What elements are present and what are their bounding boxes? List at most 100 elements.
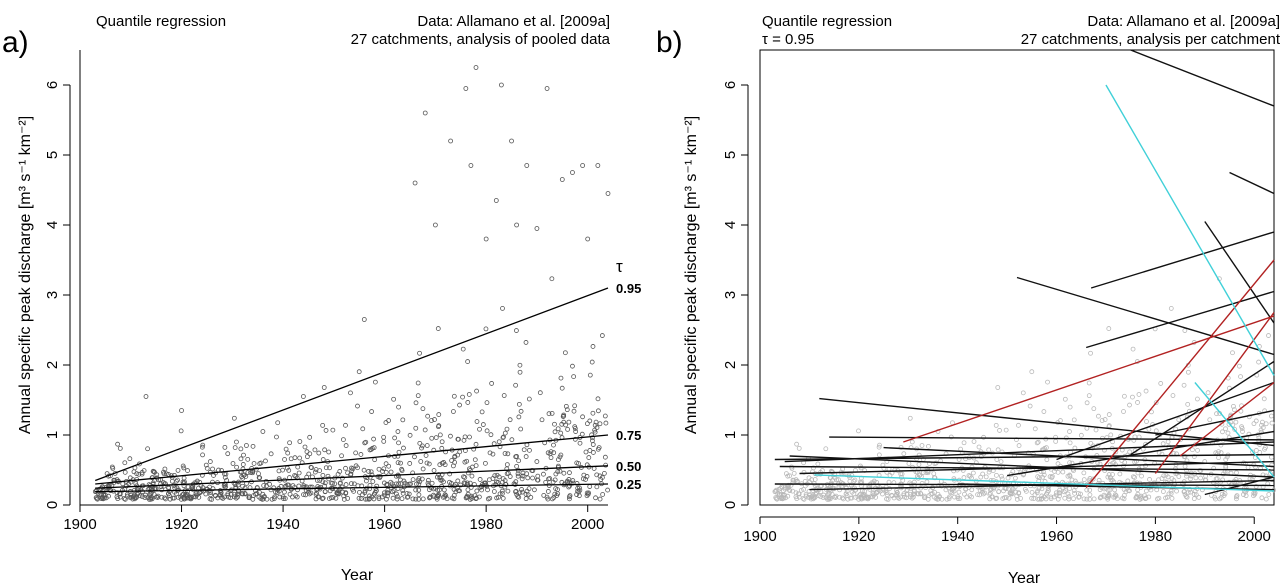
observation-point (204, 465, 210, 471)
observation-point (1196, 494, 1202, 500)
observation-point (535, 473, 541, 479)
observation-point (396, 404, 401, 410)
observation-point (550, 479, 556, 485)
observation-point (906, 461, 912, 466)
observation-point (1207, 417, 1213, 423)
observation-point (559, 177, 565, 182)
observation-point (801, 496, 807, 502)
observation-point (363, 478, 369, 484)
observation-point (567, 493, 573, 499)
observation-point (801, 487, 806, 492)
observation-point (1165, 474, 1171, 480)
observation-point (1147, 477, 1152, 482)
observation-point (396, 473, 401, 479)
observation-point (1252, 491, 1258, 497)
observation-point (515, 473, 521, 479)
observation-point (169, 478, 175, 484)
observation-point (366, 496, 372, 502)
observation-point (520, 473, 526, 479)
observation-point (1253, 448, 1259, 453)
observation-point (1268, 413, 1274, 419)
observation-point (1216, 449, 1221, 455)
observation-point (1043, 496, 1049, 502)
observation-point (416, 487, 422, 493)
observation-point (513, 489, 518, 495)
observation-point (466, 392, 472, 397)
observation-point (551, 495, 557, 500)
chart-source-b-line2: 27 catchments, analysis per catchment (1021, 31, 1281, 48)
catchment-line-black (1056, 381, 1275, 461)
observation-point (1222, 491, 1228, 497)
observation-point (350, 466, 356, 472)
observation-point (413, 496, 419, 502)
observation-point (880, 491, 885, 497)
observation-point (457, 488, 462, 494)
observation-point (986, 447, 992, 453)
observation-point (322, 480, 328, 486)
observation-point (904, 488, 910, 494)
observation-point (1091, 496, 1097, 502)
observation-point (479, 484, 485, 490)
observation-point (228, 488, 234, 494)
observation-point (451, 393, 457, 399)
observation-point (353, 463, 359, 469)
observation-point (961, 475, 967, 480)
observation-point (580, 476, 586, 482)
catchment-line-black (1007, 430, 1275, 477)
observation-point (529, 468, 535, 473)
observation-point (395, 460, 401, 466)
observation-point (877, 442, 882, 448)
observation-point (1138, 496, 1144, 501)
observation-point (271, 485, 277, 491)
observation-point (328, 480, 334, 486)
observation-point (1098, 495, 1103, 500)
observation-point (1087, 496, 1093, 502)
observation-point (570, 478, 576, 483)
observation-point (580, 163, 586, 168)
observation-point (595, 163, 601, 168)
observation-point (272, 494, 278, 500)
observation-point (178, 428, 184, 434)
observation-point (145, 446, 151, 452)
observation-point (436, 412, 442, 417)
observation-point (343, 465, 348, 471)
observation-point (381, 439, 387, 444)
observation-point (1251, 493, 1256, 499)
observation-point (586, 455, 592, 460)
observation-point (1075, 491, 1081, 496)
observation-point (287, 475, 292, 480)
observation-point (1086, 380, 1092, 386)
catchment-line-black (1016, 276, 1275, 356)
observation-point (432, 222, 438, 228)
observation-point (1042, 446, 1048, 451)
observation-point (803, 491, 809, 497)
chart-source-a-line2: 27 catchments, analysis of pooled data (351, 31, 611, 48)
observation-point (901, 451, 907, 457)
observation-point (921, 495, 927, 501)
observation-point (787, 488, 793, 494)
observation-point (502, 451, 508, 456)
observation-point (1214, 476, 1220, 481)
observation-point (468, 163, 474, 168)
observation-point (1174, 488, 1179, 494)
observation-point (1048, 496, 1054, 502)
observation-point (1029, 489, 1035, 495)
observation-point (1181, 382, 1187, 388)
observation-point (473, 65, 479, 70)
observation-point (167, 493, 172, 499)
observation-point (605, 191, 611, 196)
observation-point (467, 434, 472, 440)
observation-point (267, 481, 272, 487)
observation-point (798, 487, 804, 493)
observation-point (282, 457, 287, 462)
observation-point (171, 483, 177, 488)
observation-point (1108, 475, 1114, 481)
observation-point (518, 408, 524, 414)
observation-point (1041, 409, 1047, 414)
observation-point (1197, 468, 1203, 473)
observation-point (137, 461, 142, 467)
observation-point (490, 451, 496, 457)
observation-point (857, 492, 863, 498)
observation-point (296, 483, 302, 489)
observation-point (848, 495, 853, 501)
